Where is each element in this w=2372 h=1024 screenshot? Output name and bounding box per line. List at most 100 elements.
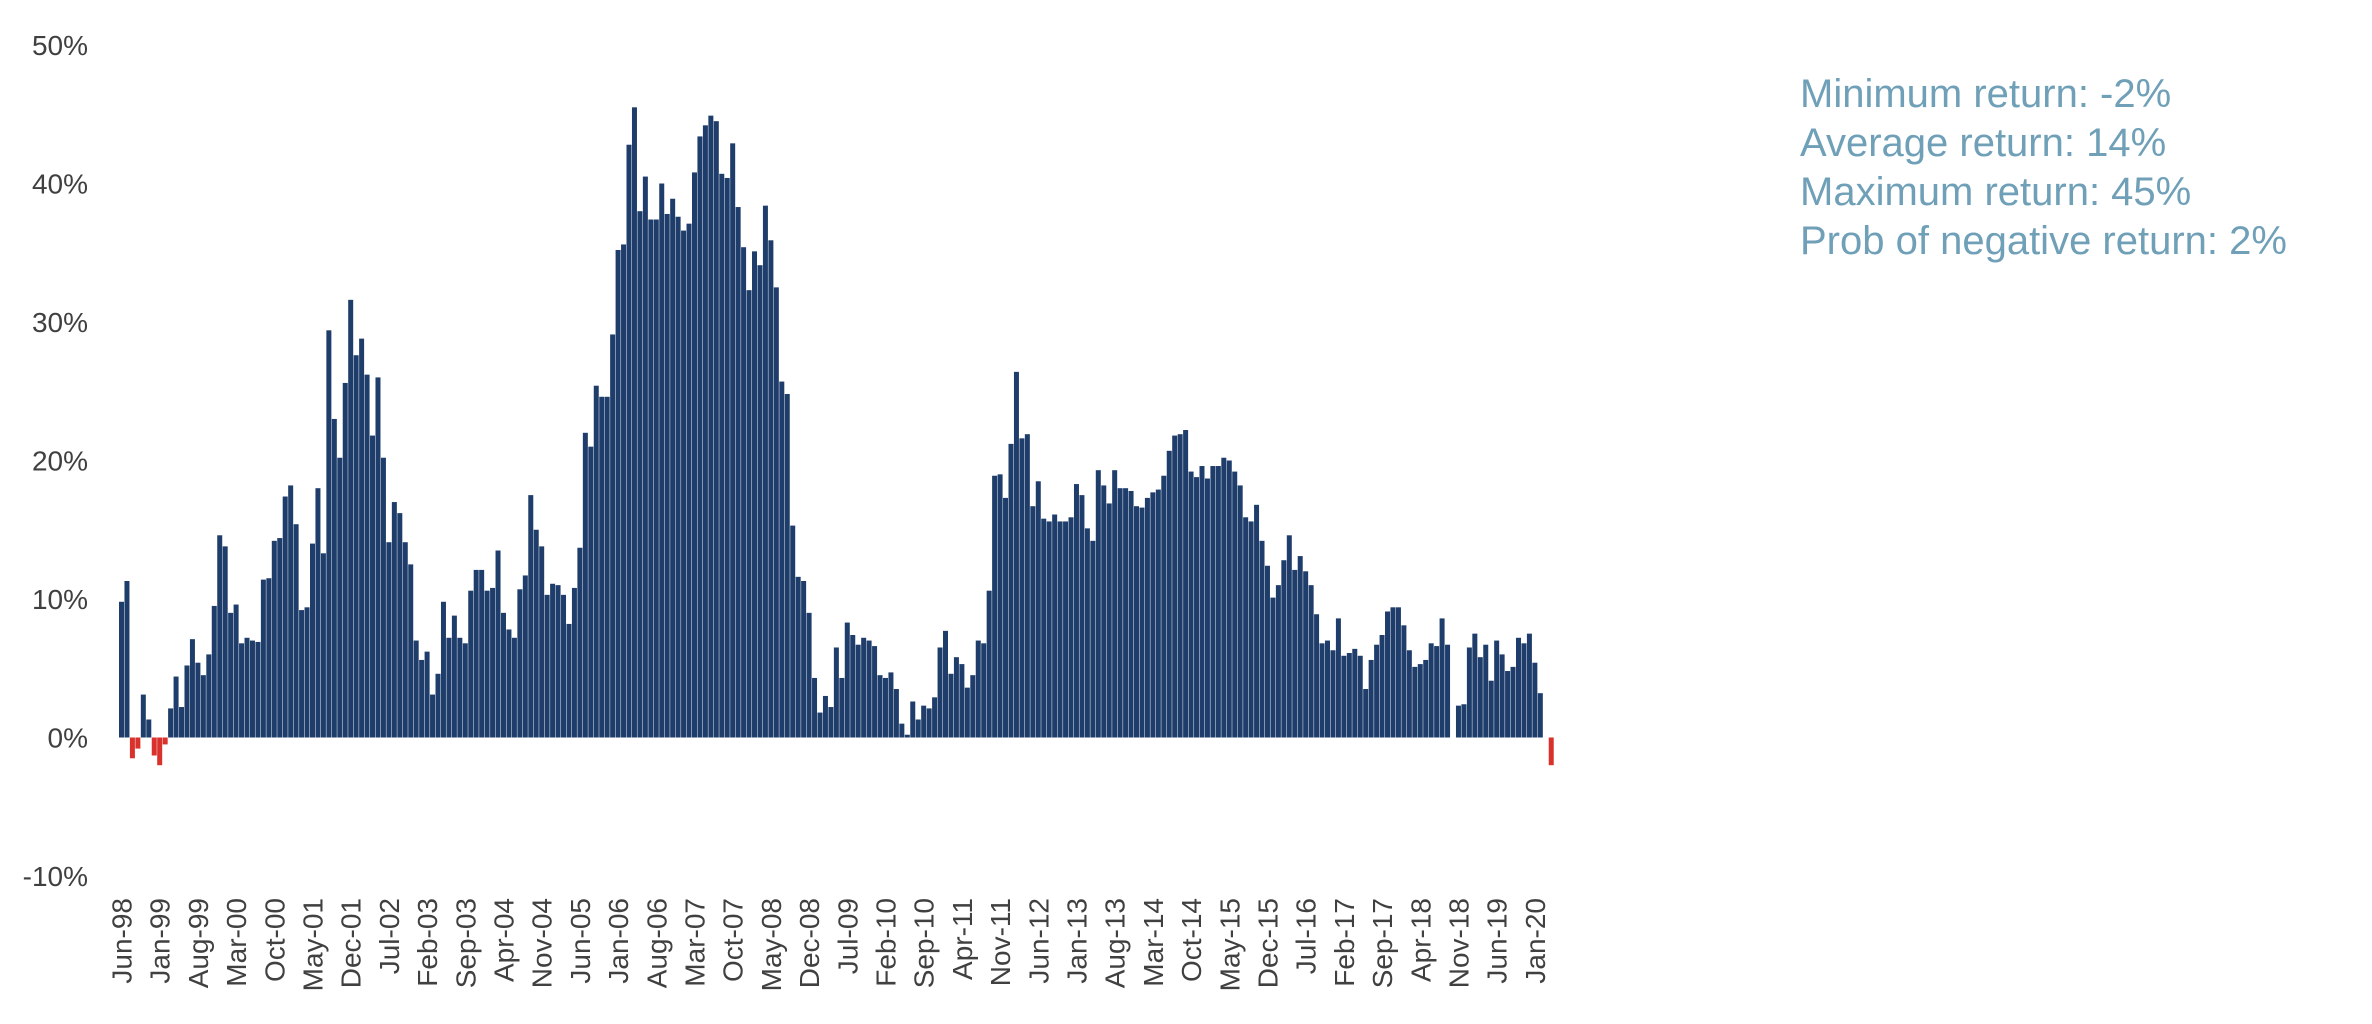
bar	[1112, 470, 1118, 738]
bar	[451, 615, 457, 738]
bar	[604, 396, 610, 738]
x-tick-label: Jul-02	[374, 898, 405, 974]
bar	[975, 640, 981, 738]
bar	[129, 737, 135, 759]
bar	[506, 629, 512, 738]
bar	[435, 673, 441, 738]
bar	[773, 287, 779, 738]
bar	[1325, 640, 1330, 738]
x-tick-label: Nov-11	[985, 898, 1016, 986]
bar	[833, 647, 839, 738]
bar	[397, 513, 403, 738]
bar	[561, 594, 567, 738]
bar	[244, 637, 250, 738]
bar	[342, 382, 348, 738]
bar	[1183, 430, 1189, 738]
x-tick-label: Feb-10	[871, 898, 902, 987]
bar	[1466, 647, 1472, 738]
bar	[806, 612, 812, 738]
bar	[539, 546, 545, 738]
bar	[1412, 666, 1418, 738]
bar	[1172, 435, 1178, 738]
x-tick-label: Jun-98	[107, 898, 138, 984]
bar	[544, 594, 550, 738]
bar	[206, 654, 212, 738]
x-tick-label: Oct-07	[718, 898, 749, 982]
bar	[762, 205, 768, 738]
bar	[1374, 644, 1380, 738]
bar	[528, 495, 534, 738]
y-axis: 50% 40% 30% 20% 10% 0% -10%	[23, 30, 88, 892]
bar	[315, 488, 321, 738]
bar	[1483, 644, 1489, 738]
bar	[1270, 597, 1276, 738]
bar	[233, 604, 239, 738]
bar	[353, 355, 359, 738]
bar	[533, 529, 539, 738]
bar	[282, 496, 288, 738]
bar	[610, 334, 616, 738]
bar	[615, 249, 621, 738]
bar	[517, 589, 523, 738]
bar	[1188, 471, 1194, 738]
bar	[255, 641, 261, 738]
x-tick-label: Jul-16	[1291, 898, 1322, 974]
bar	[299, 610, 305, 738]
bar	[479, 569, 485, 738]
bar	[1084, 528, 1090, 738]
x-tick-label: Aug-06	[641, 898, 672, 988]
bar	[784, 394, 790, 738]
bar	[735, 207, 741, 738]
x-tick-label: Dec-01	[336, 898, 367, 988]
bar	[408, 564, 414, 738]
bar	[1204, 478, 1210, 738]
y-tick-label: 0%	[48, 723, 88, 754]
bar	[1395, 607, 1401, 738]
bar	[850, 635, 856, 738]
x-tick-label: Jun-19	[1482, 898, 1513, 984]
bar	[1445, 644, 1451, 738]
bar	[430, 694, 436, 738]
bar	[844, 622, 850, 738]
y-tick-label: 50%	[32, 30, 88, 61]
x-tick-label: May-15	[1214, 898, 1245, 991]
bar	[146, 719, 152, 738]
bar	[943, 630, 949, 738]
bar	[1281, 560, 1287, 738]
bar	[304, 607, 310, 738]
x-tick-label: Sep-03	[450, 898, 481, 988]
x-tick-label: May-08	[756, 898, 787, 991]
bar	[1521, 643, 1527, 738]
bar	[173, 676, 179, 738]
bar	[555, 585, 561, 738]
bar	[211, 605, 217, 738]
bar	[277, 538, 283, 738]
bar	[1215, 466, 1221, 738]
x-tick-label: Jan-13	[1062, 898, 1093, 984]
bar	[855, 644, 861, 738]
bar	[1275, 585, 1281, 738]
bar	[1297, 556, 1303, 738]
bar	[1226, 460, 1232, 738]
bar	[260, 579, 266, 738]
bar	[326, 330, 332, 738]
bar	[375, 377, 381, 738]
bar	[1494, 640, 1500, 738]
y-tick-label: 20%	[32, 446, 88, 477]
bar	[653, 219, 659, 738]
bar	[1232, 471, 1238, 738]
bar	[953, 657, 959, 738]
x-tick-label: Jul-09	[832, 898, 863, 974]
bar	[1166, 450, 1172, 738]
bar	[266, 578, 272, 738]
bar	[986, 590, 992, 738]
bar	[621, 244, 627, 738]
bar	[1477, 657, 1483, 738]
bar	[746, 290, 752, 738]
bar	[599, 396, 605, 738]
x-tick-label: Feb-17	[1329, 898, 1360, 987]
bar	[550, 583, 556, 738]
bar	[888, 672, 894, 738]
bar	[670, 198, 676, 738]
bar	[697, 136, 703, 738]
